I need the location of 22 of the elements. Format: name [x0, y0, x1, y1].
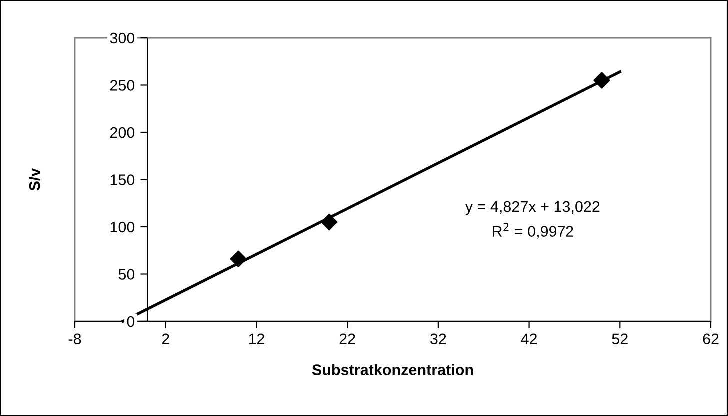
y-tick-label: 0	[127, 316, 135, 328]
x-tick-label: 2	[162, 334, 170, 344]
y-axis-title: S/v	[28, 168, 40, 191]
x-tick-label: 22	[340, 334, 356, 344]
y-tick-label: 250	[110, 80, 135, 91]
x-tick-label: 32	[430, 334, 446, 345]
annotation: R$^{2}$ = 0,9972	[493, 223, 574, 239]
y-tick-label: 150	[110, 174, 135, 186]
x-tick-label: -8	[68, 334, 82, 345]
x-tick-label: 52	[612, 334, 628, 345]
x-tick-label: 12	[249, 334, 264, 344]
y-tick-label: 300	[110, 32, 135, 44]
point	[321, 214, 338, 231]
point	[230, 250, 247, 268]
point	[594, 72, 610, 89]
y-tick-label: 50	[118, 269, 135, 280]
x-tick-label: 42	[521, 334, 538, 344]
annotation: y = 4,827x + 13,022	[465, 201, 600, 216]
y-tick-label: 200	[110, 127, 135, 138]
x-tick-label: 62	[703, 334, 719, 345]
x-axis-title: Substratkonzentration	[312, 364, 474, 376]
y-tick-label: 100	[110, 222, 135, 233]
